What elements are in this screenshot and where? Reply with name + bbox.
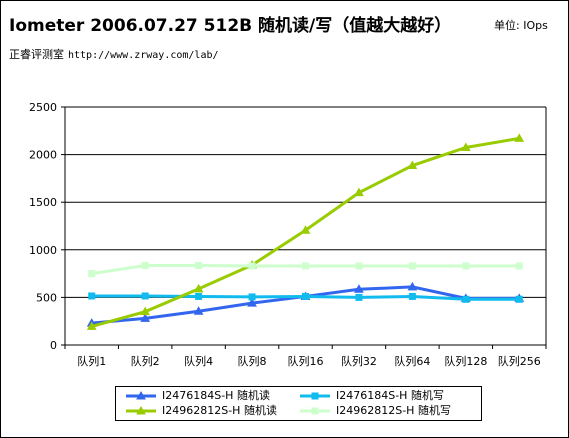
series-1 xyxy=(86,281,525,327)
x-tick-label: 队列128 xyxy=(444,354,487,368)
site-name: 正睿评测室 xyxy=(9,48,64,61)
site-url: http://www.zrway.com/lab/ xyxy=(68,50,219,61)
data-point xyxy=(195,262,203,270)
data-point xyxy=(300,225,311,234)
x-tick-label: 队列16 xyxy=(288,354,324,368)
legend: I2476184S-H 随机读 I2476184S-H 随机写 I24962812S… xyxy=(115,386,482,421)
data-point xyxy=(354,187,364,197)
y-tick-label: 2500 xyxy=(29,101,57,114)
data-point xyxy=(408,262,416,270)
data-point xyxy=(514,133,525,142)
y-tick-label: 2000 xyxy=(29,149,57,162)
x-tick-label: 队列4 xyxy=(184,354,213,368)
y-tick-label: 0 xyxy=(50,339,57,352)
unit-label: 单位: IOps xyxy=(494,19,548,32)
y-tick-label: 500 xyxy=(36,291,57,304)
y-tick-labels: 0 500 1000 1500 2000 2500 xyxy=(29,101,57,352)
legend-swatch-marker xyxy=(136,405,146,415)
data-point xyxy=(355,262,363,270)
data-point xyxy=(462,262,470,270)
legend-swatch xyxy=(300,392,330,400)
x-tick-label: 队列2 xyxy=(131,354,160,368)
data-point xyxy=(193,283,204,293)
series xyxy=(86,133,525,330)
legend-label: I24962812S-H 随机读 xyxy=(162,404,277,417)
data-point xyxy=(88,292,96,300)
data-point xyxy=(302,292,309,300)
legend-swatch xyxy=(126,390,156,400)
data-point xyxy=(248,262,256,270)
data-point xyxy=(515,295,523,303)
data-point xyxy=(195,292,203,300)
y-tick-label: 1500 xyxy=(29,196,57,209)
series-2 xyxy=(88,292,523,303)
x-tick-label: 队列64 xyxy=(394,354,430,368)
legend-swatch xyxy=(126,405,156,415)
series-4 xyxy=(88,262,523,278)
data-point xyxy=(88,270,96,278)
data-point xyxy=(354,284,364,293)
data-point xyxy=(141,262,149,270)
legend-swatch-marker xyxy=(136,390,146,400)
data-point xyxy=(515,262,523,270)
data-point xyxy=(302,262,309,270)
line-chart: 0 500 1000 1500 2000 2500 队列1 队列2 队列4 队列8 队列16 队列3… xyxy=(29,101,547,368)
x-tick-label: 队列8 xyxy=(238,354,267,368)
site-credit: 正睿评测室 http://www.zrway.com/lab/ xyxy=(9,46,219,62)
legend-swatch-marker xyxy=(311,407,319,415)
axes xyxy=(61,106,547,349)
legend-label: I2476184S-H 随机写 xyxy=(336,389,444,402)
x-tick-label: 队列256 xyxy=(498,354,541,368)
data-point xyxy=(460,142,471,151)
x-tick-label: 队列1 xyxy=(77,354,106,368)
data-point xyxy=(140,313,151,322)
legend-label: I2476184S-H 随机读 xyxy=(162,389,270,402)
data-point xyxy=(407,160,418,170)
data-point xyxy=(193,306,204,315)
data-point xyxy=(247,298,257,307)
data-point xyxy=(355,293,363,301)
data-point xyxy=(462,295,470,303)
y-tick-label: 1000 xyxy=(29,244,57,257)
x-tick-label: 队列32 xyxy=(341,354,377,368)
legend-label: I24962812S-H 随机写 xyxy=(336,404,451,417)
legend-swatch xyxy=(300,407,330,415)
x-tick-labels: 队列1 队列2 队列4 队列8 队列16 队列32 队列64 队列128 队列256 xyxy=(77,354,541,368)
data-point xyxy=(140,306,151,316)
data-point xyxy=(248,293,256,301)
data-point xyxy=(141,292,149,300)
data-point xyxy=(407,281,418,291)
data-point xyxy=(86,321,97,330)
legend-swatch-marker xyxy=(311,392,319,400)
chart-title: Iometer 2006.07.27 512B 随机读/写（值越大越好） xyxy=(9,16,452,36)
data-point xyxy=(408,292,416,300)
